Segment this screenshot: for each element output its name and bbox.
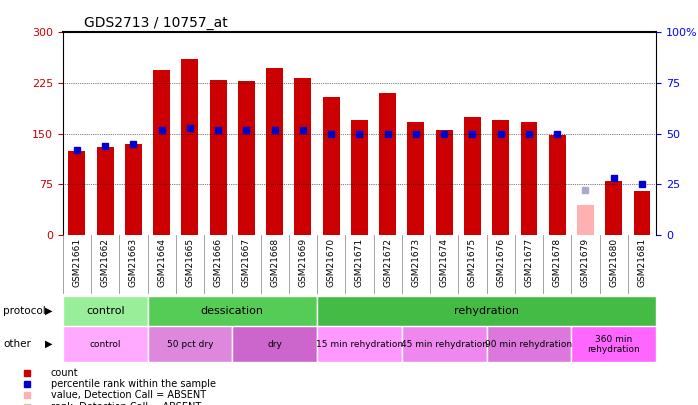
Text: GDS2713 / 10757_at: GDS2713 / 10757_at xyxy=(84,16,228,30)
Text: GSM21668: GSM21668 xyxy=(270,238,279,287)
Text: 45 min rehydration: 45 min rehydration xyxy=(401,340,488,349)
Text: GSM21670: GSM21670 xyxy=(327,238,336,287)
Bar xyxy=(577,205,594,235)
Text: ▶: ▶ xyxy=(45,306,52,316)
Bar xyxy=(63,296,147,326)
Text: GSM21661: GSM21661 xyxy=(73,238,82,287)
Text: GSM21676: GSM21676 xyxy=(496,238,505,287)
Text: rank, Detection Call = ABSENT: rank, Detection Call = ABSENT xyxy=(51,402,201,405)
Text: 90 min rehydration: 90 min rehydration xyxy=(485,340,572,349)
Text: GSM21678: GSM21678 xyxy=(553,238,562,287)
Text: percentile rank within the sample: percentile rank within the sample xyxy=(51,379,216,389)
Bar xyxy=(402,326,487,362)
Bar xyxy=(238,81,255,235)
Text: GSM21674: GSM21674 xyxy=(440,238,449,287)
Text: value, Detection Call = ABSENT: value, Detection Call = ABSENT xyxy=(51,390,206,400)
Text: GSM21671: GSM21671 xyxy=(355,238,364,287)
Bar xyxy=(317,296,656,326)
Text: control: control xyxy=(89,340,121,349)
Bar xyxy=(521,122,537,235)
Bar xyxy=(351,120,368,235)
Bar xyxy=(549,135,565,235)
Bar xyxy=(492,120,510,235)
Bar xyxy=(634,191,651,235)
Bar xyxy=(181,60,198,235)
Text: 360 min
rehydration: 360 min rehydration xyxy=(587,335,640,354)
Bar xyxy=(317,326,402,362)
Bar xyxy=(125,144,142,235)
Bar xyxy=(487,326,572,362)
Bar xyxy=(605,181,622,235)
Bar xyxy=(464,117,481,235)
Text: GSM21673: GSM21673 xyxy=(412,238,420,287)
Bar xyxy=(322,96,340,235)
Bar xyxy=(295,78,311,235)
Text: GSM21664: GSM21664 xyxy=(157,238,166,287)
Text: GSM21675: GSM21675 xyxy=(468,238,477,287)
Text: GSM21681: GSM21681 xyxy=(637,238,646,287)
Text: dessication: dessication xyxy=(201,306,264,316)
Bar xyxy=(147,326,232,362)
Bar xyxy=(436,130,453,235)
Text: GSM21666: GSM21666 xyxy=(214,238,223,287)
Bar xyxy=(266,68,283,235)
Text: ▶: ▶ xyxy=(45,339,52,349)
Bar xyxy=(68,151,85,235)
Bar xyxy=(232,326,317,362)
Text: GSM21662: GSM21662 xyxy=(101,238,110,287)
Text: GSM21679: GSM21679 xyxy=(581,238,590,287)
Bar xyxy=(97,147,114,235)
Text: count: count xyxy=(51,368,78,377)
Bar xyxy=(572,326,656,362)
Text: 15 min rehydration: 15 min rehydration xyxy=(316,340,403,349)
Text: protocol: protocol xyxy=(3,306,46,316)
Bar xyxy=(63,326,147,362)
Text: GSM21663: GSM21663 xyxy=(129,238,138,287)
Text: GSM21680: GSM21680 xyxy=(609,238,618,287)
Bar xyxy=(379,93,396,235)
Bar xyxy=(209,80,227,235)
Text: 50 pct dry: 50 pct dry xyxy=(167,340,213,349)
Text: dry: dry xyxy=(267,340,282,349)
Text: GSM21677: GSM21677 xyxy=(524,238,533,287)
Bar xyxy=(147,296,317,326)
Text: other: other xyxy=(3,339,31,349)
Text: GSM21669: GSM21669 xyxy=(299,238,307,287)
Text: GSM21667: GSM21667 xyxy=(242,238,251,287)
Text: rehydration: rehydration xyxy=(454,306,519,316)
Bar xyxy=(154,70,170,235)
Bar xyxy=(408,122,424,235)
Text: GSM21665: GSM21665 xyxy=(186,238,195,287)
Text: control: control xyxy=(86,306,124,316)
Text: GSM21672: GSM21672 xyxy=(383,238,392,287)
